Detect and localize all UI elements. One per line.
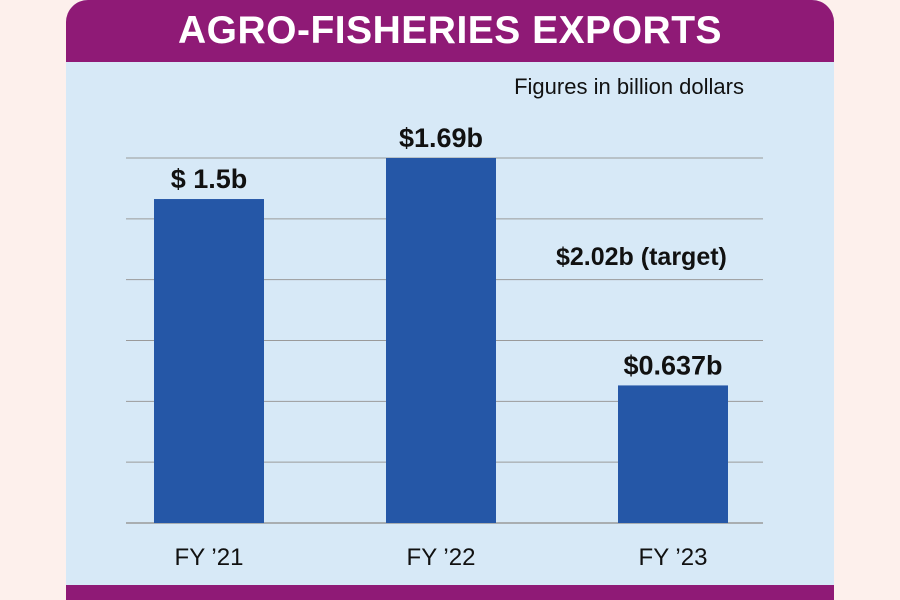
bar-chart: $ 1.5b FY ’21 $1.69b FY ’22 $0.637b FY ’23 xyxy=(126,123,763,571)
data-label: $1.69b xyxy=(399,123,483,153)
bar xyxy=(386,158,496,523)
bar xyxy=(618,385,728,523)
bar xyxy=(154,199,264,523)
unit-note: Figures in billion dollars xyxy=(514,74,744,99)
chart-card: AGRO-FISHERIES EXPORTS Figures in billio… xyxy=(66,0,834,600)
chart-title: AGRO-FISHERIES EXPORTS xyxy=(177,9,723,52)
data-label: $0.637b xyxy=(623,350,722,380)
bottom-band xyxy=(66,585,834,600)
data-label: $ 1.5b xyxy=(171,164,248,194)
x-tick-label: FY ’21 xyxy=(175,544,244,571)
x-tick-label: FY ’23 xyxy=(639,544,708,571)
target-annotation: $2.02b (target) xyxy=(556,243,727,271)
x-tick-label: FY ’22 xyxy=(407,544,476,571)
title-band: AGRO-FISHERIES EXPORTS xyxy=(66,0,834,62)
